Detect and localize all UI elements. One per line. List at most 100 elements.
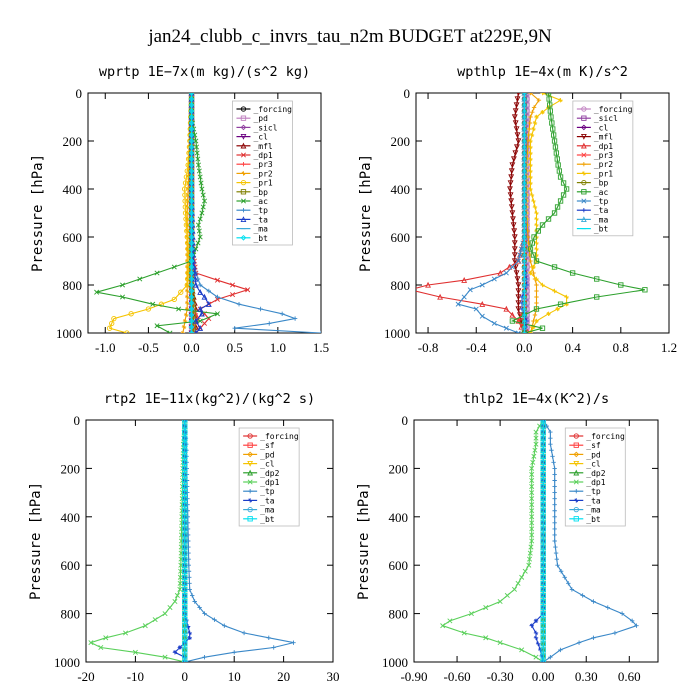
data-point [540, 659, 546, 662]
data-point [552, 144, 559, 150]
data-point [540, 623, 546, 629]
data-point [550, 132, 557, 138]
data-point [142, 623, 148, 629]
data-point [515, 282, 522, 289]
y-tick-label: 800 [63, 278, 83, 293]
data-point [195, 240, 201, 246]
data-point [560, 192, 567, 198]
data-point [94, 289, 100, 295]
data-point [182, 508, 188, 514]
legend-entry: _ma [253, 225, 268, 234]
data-point [515, 294, 522, 301]
data-point [569, 270, 576, 276]
legend-marker [581, 124, 587, 131]
data-point [531, 453, 537, 459]
legend-marker [247, 498, 253, 503]
data-point [192, 317, 199, 324]
data-point [528, 144, 533, 150]
data-point [197, 605, 202, 610]
data-point [594, 294, 600, 300]
data-point [192, 599, 197, 604]
data-point [206, 288, 212, 294]
data-point [98, 644, 104, 650]
legend-entry: _tp [260, 487, 275, 496]
data-point [619, 611, 625, 616]
legend-entry: _cl [594, 123, 609, 132]
data-point [232, 650, 237, 655]
data-point [552, 520, 557, 526]
data-point [529, 132, 535, 138]
legend-entry: _pr3 [253, 160, 272, 169]
data-point [188, 192, 195, 198]
data-point [629, 618, 635, 624]
legend-marker [241, 162, 246, 167]
data-point [534, 282, 539, 288]
data-point [188, 330, 195, 333]
data-point [188, 180, 195, 186]
data-point [515, 288, 522, 295]
data-point [534, 276, 539, 282]
y-axis-label: Pressure [hPa] [30, 154, 46, 272]
data-point [182, 574, 188, 580]
data-point [512, 264, 519, 271]
data-point [507, 192, 514, 199]
data-point [511, 586, 517, 592]
data-point [546, 311, 551, 316]
data-point [528, 93, 533, 96]
data-point [185, 288, 190, 294]
data-point [183, 216, 189, 222]
data-point [195, 156, 201, 162]
data-point [540, 420, 546, 423]
plot-frame [413, 419, 659, 663]
legend-entry: _ac [253, 197, 268, 206]
data-point [491, 276, 497, 282]
data-point [187, 630, 192, 636]
data-point [473, 306, 479, 312]
data-point [540, 447, 546, 453]
data-point [200, 204, 206, 210]
data-point [534, 240, 539, 246]
legend-marker [247, 460, 254, 467]
legend-marker [240, 115, 247, 121]
data-point [528, 114, 533, 120]
data-point [528, 174, 533, 180]
data-point [540, 477, 546, 484]
series-line-dp1 [89, 420, 186, 662]
x-tick-label: -0.30 [487, 669, 514, 684]
data-point [503, 270, 509, 276]
data-point [195, 162, 201, 168]
data-point [178, 289, 184, 295]
y-tick-label: 800 [61, 607, 81, 622]
data-point [591, 635, 596, 640]
data-point [529, 514, 535, 520]
data-point [594, 276, 600, 282]
data-point [182, 562, 188, 568]
data-point [182, 556, 188, 562]
data-point [506, 263, 513, 270]
data-point [188, 138, 195, 144]
data-point [188, 252, 195, 258]
legend-marker [581, 106, 587, 112]
data-point [182, 586, 188, 593]
series-line-tp [457, 93, 525, 333]
legend-marker [240, 152, 246, 158]
data-point [181, 324, 187, 330]
data-point [534, 114, 539, 120]
legend-entry: _bt [586, 515, 601, 524]
data-point [145, 306, 152, 312]
data-point [533, 654, 539, 660]
data-point [188, 324, 195, 330]
series-group [416, 93, 648, 333]
y-tick-label: 200 [389, 461, 409, 476]
data-point [530, 252, 537, 258]
chart-title: wprtp 1E−7x(m kg)/(s^2 kg) [99, 64, 310, 80]
data-point [150, 301, 156, 307]
data-point [534, 246, 539, 252]
data-point [549, 448, 554, 453]
data-point [200, 192, 206, 198]
data-point [188, 156, 195, 162]
legend-entry: _sf [260, 441, 275, 450]
y-tick-label: 200 [63, 134, 83, 149]
y-tick-label: 0 [404, 86, 411, 101]
